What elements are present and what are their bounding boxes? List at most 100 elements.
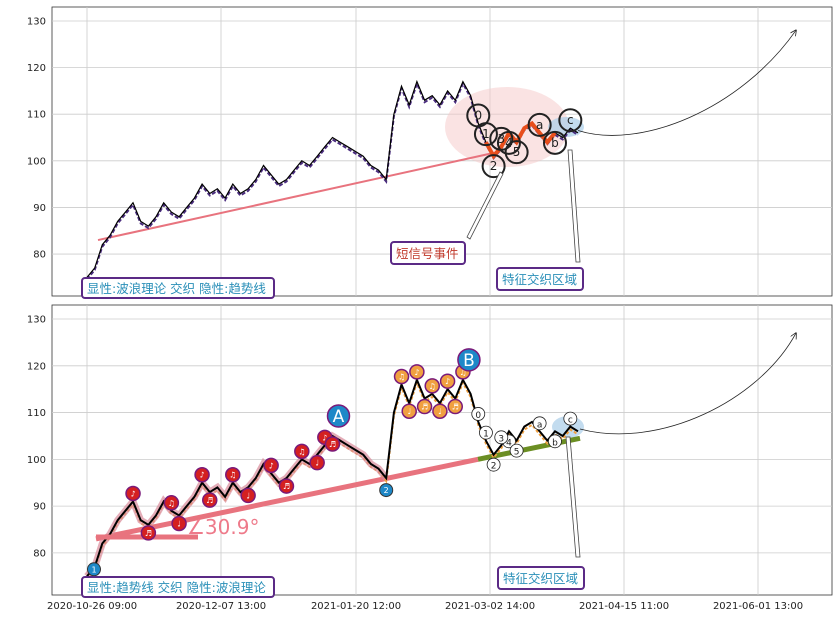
bottom-trendline	[95, 456, 479, 542]
bottom-y-tick-label: 80	[33, 548, 46, 559]
signal-event-label-box: 短信号事件	[390, 241, 466, 265]
top-wave-circle	[558, 108, 583, 133]
bottom-wave-label: 2	[491, 462, 497, 472]
bottom-note-marker-label: ♩	[407, 407, 411, 416]
bottom-wave-circle	[494, 430, 509, 445]
bottom-note-marker	[240, 487, 256, 504]
bottom-note-marker-label: ♫	[229, 471, 236, 480]
bottom-blue-marker-label: 1	[91, 565, 96, 574]
top-feature-zone-label: 特征交织区域	[502, 272, 577, 287]
top-wave-zone-ellipse	[445, 87, 569, 167]
bottom-y-tick-label: 130	[27, 315, 46, 326]
bottom-note-marker-label: ♬	[145, 529, 152, 538]
bottom-wave-circle	[486, 457, 501, 472]
top-wave-circle	[481, 154, 506, 179]
bottom-big-marker	[326, 404, 351, 428]
top-legend-text: 显性:波浪理论 交织 隐性:趋势线	[87, 281, 266, 296]
bottom-wave-label: a	[537, 420, 543, 430]
bottom-note-marker-label: ♫	[398, 373, 405, 382]
x-tick-label: 2020-12-07 13:00	[176, 601, 266, 612]
bottom-note-marker-label: ♩	[315, 459, 319, 468]
bottom-wave-labels: 0 2 1 435 ab c	[471, 407, 578, 472]
signal-event-label: 短信号事件	[396, 246, 459, 261]
top-y-tick-label: 100	[27, 156, 46, 167]
bottom-note-marker	[278, 478, 295, 494]
bottom-note-marker-label: ♪	[414, 368, 419, 377]
bottom-feature-zone-label-box: 特征交织区域	[497, 566, 585, 590]
bottom-note-marker-label: ♬	[329, 440, 336, 449]
bottom-y-ticks: 80 90 100 110 120 130	[27, 315, 46, 560]
bottom-note-marker	[432, 403, 448, 419]
bottom-note-marker-label: ♪	[269, 461, 274, 470]
top-wave-labels: 0 2 1 435 abc	[466, 103, 583, 179]
bottom-plot-area	[51, 304, 833, 596]
top-wave-circle	[527, 112, 552, 137]
bottom-note-marker-label: ♪	[445, 377, 450, 386]
bottom-big-marker-label: B	[463, 351, 475, 371]
bottom-wave-circle	[563, 411, 578, 426]
bottom-note-marker	[393, 368, 410, 385]
top-wave-label: b	[551, 136, 559, 150]
bottom-note-marker-label: ♬	[206, 496, 213, 505]
bottom-note-marker-label: ♬	[283, 482, 290, 491]
top-y-tick-label: 90	[33, 203, 46, 214]
bottom-note-marker-label: ♩	[177, 519, 181, 528]
top-feature-zone-label-box: 特征交织区域	[496, 267, 584, 291]
bottom-big-marker	[457, 348, 481, 372]
bottom-note-marker-label: ♫	[168, 499, 175, 508]
bottom-blue-marker	[379, 483, 394, 498]
top-wave-label: 3	[497, 132, 505, 146]
top-y-ticks: 80 90 100 110 120 130	[27, 16, 46, 260]
bottom-wave-label: 4	[506, 438, 512, 448]
x-tick-label: 2021-01-20 12:00	[311, 601, 401, 612]
signal-event-pointer	[466, 171, 504, 240]
top-y-tick-label: 110	[27, 110, 46, 121]
bottom-blue-marker-label: 2	[384, 486, 389, 495]
bottom-wave-label: 1	[483, 430, 489, 440]
top-wave-circle	[542, 130, 567, 155]
bottom-note-marker	[140, 525, 157, 541]
bottom-legend-text: 显性:趋势线 交织 隐性:波浪理论	[87, 580, 266, 595]
bottom-wave-circle	[479, 425, 493, 440]
bottom-note-marker-label: ♬	[421, 403, 428, 412]
bottom-note-marker-label: ♫	[298, 447, 305, 456]
bottom-note-marker	[324, 436, 341, 452]
bottom-note-marker	[202, 492, 218, 508]
top-wave-label: 0	[474, 109, 482, 123]
bottom-wave-label: c	[568, 416, 573, 426]
bottom-note-marker	[294, 443, 310, 460]
bottom-note-marker-label: ♪	[130, 489, 135, 498]
top-forecast-arrow	[577, 30, 796, 136]
top-wave-label: 5	[513, 145, 521, 159]
bottom-y-tick-label: 120	[27, 361, 46, 372]
bottom-wave-circle	[532, 416, 547, 431]
x-tick-label: 2021-04-15 11:00	[579, 601, 669, 612]
x-axis-tick-labels: 2020-10-26 09:00 2020-12-07 13:00 2021-01-…	[47, 601, 803, 612]
top-y-tick-label: 80	[33, 250, 46, 261]
bottom-note-marker	[309, 454, 325, 471]
top-grid	[52, 20, 832, 255]
bottom-note-marker	[225, 466, 241, 483]
bottom-note-marker	[163, 495, 180, 511]
bottom-note-marker-label: ♩	[438, 407, 442, 416]
bottom-note-marker-label: ♪	[322, 433, 327, 442]
bottom-note-marker	[409, 364, 425, 380]
top-wave-label: a	[536, 118, 543, 132]
bottom-note-marker	[424, 378, 440, 394]
bottom-note-marker	[439, 373, 456, 389]
top-y-tick-label: 130	[27, 16, 46, 27]
bottom-wave-label: 0	[475, 411, 481, 421]
bottom-note-marker-label: ♪	[200, 471, 205, 480]
bottom-note-marker	[401, 403, 417, 419]
top-y-tick-label: 120	[27, 63, 46, 74]
bottom-y-tick-label: 110	[27, 408, 46, 419]
bottom-blue-marker	[87, 562, 101, 577]
top-legend-box: 显性:波浪理论 交织 隐性:趋势线	[81, 277, 275, 299]
top-wave-path	[484, 120, 557, 160]
bottom-wave-circle	[509, 443, 524, 458]
angle-label: ∠30.9°	[187, 515, 259, 539]
top-feature-zone-pointer	[567, 149, 581, 263]
